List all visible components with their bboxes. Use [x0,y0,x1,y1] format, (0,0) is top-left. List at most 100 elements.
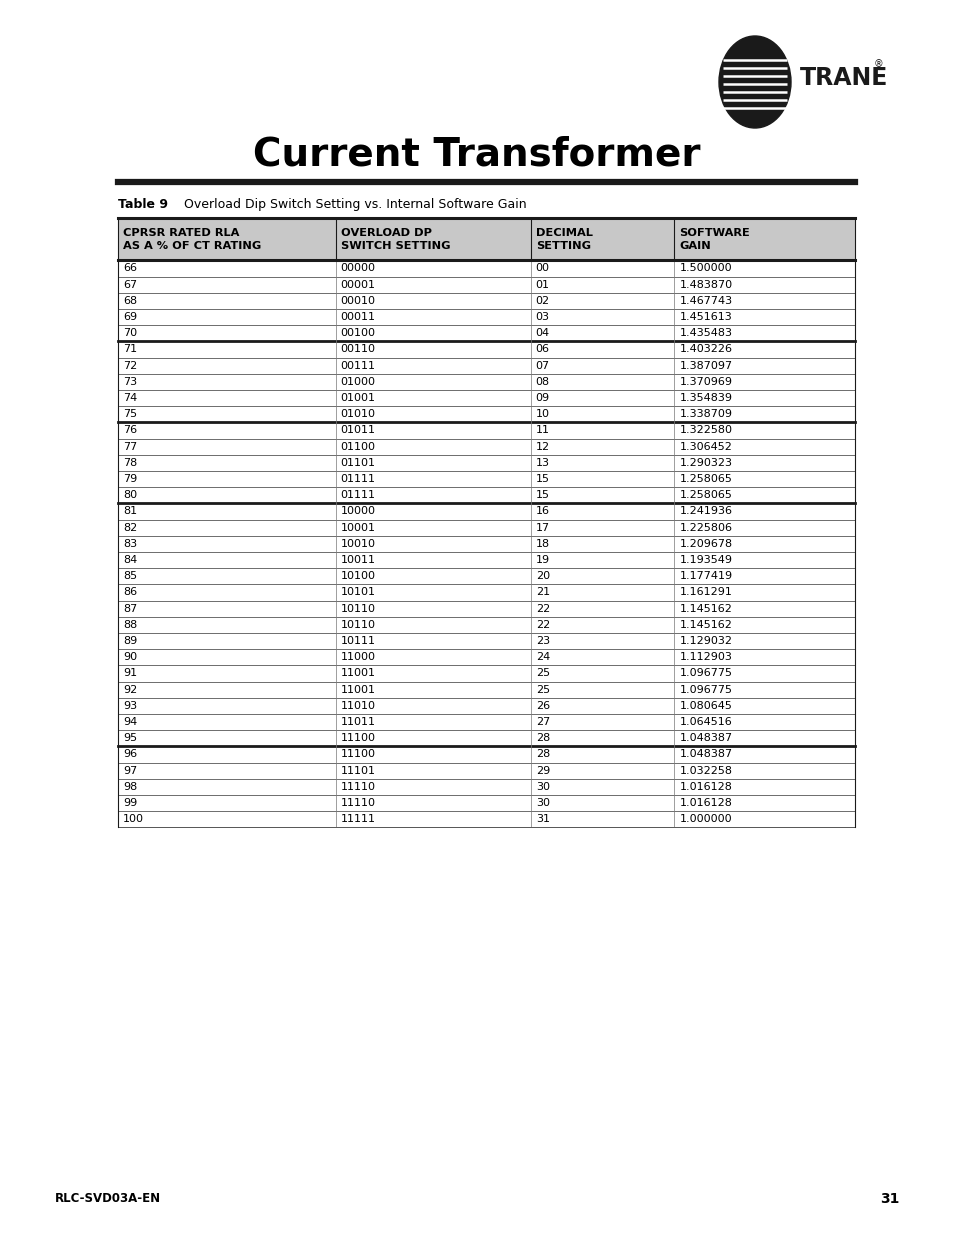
Text: 1.032258: 1.032258 [679,766,732,776]
Text: 1.435483: 1.435483 [679,329,732,338]
Text: 1.080645: 1.080645 [679,701,732,711]
Text: 66: 66 [123,263,137,273]
Text: 98: 98 [123,782,137,792]
Text: 10100: 10100 [340,572,375,582]
Text: 17: 17 [536,522,549,532]
Text: 93: 93 [123,701,137,711]
Text: 1.370969: 1.370969 [679,377,732,387]
Text: RLC-SVD03A-EN: RLC-SVD03A-EN [55,1193,161,1205]
Text: 94: 94 [123,718,137,727]
Text: 1.193549: 1.193549 [679,555,732,566]
Text: 29: 29 [536,766,549,776]
Text: 86: 86 [123,588,137,598]
Text: 00: 00 [536,263,549,273]
Text: 1.403226: 1.403226 [679,345,732,354]
Ellipse shape [719,36,790,128]
Text: 06: 06 [536,345,549,354]
Text: 01010: 01010 [340,409,375,419]
Text: 92: 92 [123,684,137,694]
Text: 83: 83 [123,538,137,548]
Text: 10101: 10101 [340,588,375,598]
Text: 1.064516: 1.064516 [679,718,731,727]
Text: 89: 89 [123,636,137,646]
Text: 09: 09 [536,393,549,403]
Text: 68: 68 [123,296,137,306]
Text: 16: 16 [536,506,549,516]
Text: 1.354839: 1.354839 [679,393,732,403]
Text: 20: 20 [536,572,549,582]
Text: 23: 23 [536,636,549,646]
Text: 70: 70 [123,329,137,338]
Text: 15: 15 [536,474,549,484]
Text: 1.145162: 1.145162 [679,604,732,614]
Text: 27: 27 [536,718,549,727]
Text: 72: 72 [123,361,137,370]
Text: 1.451613: 1.451613 [679,312,731,322]
Text: 1.177419: 1.177419 [679,572,732,582]
Text: 87: 87 [123,604,137,614]
Text: 00110: 00110 [340,345,375,354]
Text: 1.129032: 1.129032 [679,636,732,646]
Text: 10010: 10010 [340,538,375,548]
Text: 13: 13 [536,458,549,468]
Text: 1.387097: 1.387097 [679,361,732,370]
Text: 10000: 10000 [340,506,375,516]
Text: 08: 08 [536,377,549,387]
Text: 04: 04 [536,329,549,338]
Text: 30: 30 [536,782,549,792]
Text: 1.258065: 1.258065 [679,490,732,500]
Text: 1.209678: 1.209678 [679,538,732,548]
Text: 85: 85 [123,572,137,582]
Text: OVERLOAD DP
SWITCH SETTING: OVERLOAD DP SWITCH SETTING [340,228,450,251]
Text: 97: 97 [123,766,137,776]
Text: 11100: 11100 [340,734,375,743]
Text: SOFTWARE
GAIN: SOFTWARE GAIN [679,228,749,251]
Text: 96: 96 [123,750,137,760]
Text: 00010: 00010 [340,296,375,306]
Text: 100: 100 [123,814,144,824]
Text: 11010: 11010 [340,701,375,711]
Text: 1.048387: 1.048387 [679,734,732,743]
Text: 1.258065: 1.258065 [679,474,732,484]
Text: 11110: 11110 [340,798,375,808]
Text: 1.322580: 1.322580 [679,426,732,436]
Text: 31: 31 [536,814,549,824]
Bar [118,219,854,261]
Text: 28: 28 [536,750,549,760]
Text: 67: 67 [123,279,137,290]
Text: CPRSR RATED RLA
AS A % OF CT RATING: CPRSR RATED RLA AS A % OF CT RATING [123,228,261,251]
Text: 24: 24 [536,652,549,662]
Text: 01011: 01011 [340,426,375,436]
Text: 1.306452: 1.306452 [679,442,732,452]
Text: 01: 01 [536,279,549,290]
Text: 10111: 10111 [340,636,375,646]
Text: 1.483870: 1.483870 [679,279,732,290]
Text: 12: 12 [536,442,549,452]
Text: 00111: 00111 [340,361,375,370]
Text: 11: 11 [536,426,549,436]
Text: 11100: 11100 [340,750,375,760]
Text: 11011: 11011 [340,718,375,727]
Text: 71: 71 [123,345,137,354]
Text: 00011: 00011 [340,312,375,322]
Text: 11001: 11001 [340,684,375,694]
Text: 99: 99 [123,798,137,808]
Text: 1.016128: 1.016128 [679,782,732,792]
Text: 10: 10 [536,409,549,419]
Text: 1.048387: 1.048387 [679,750,732,760]
Text: 82: 82 [123,522,137,532]
Text: 11101: 11101 [340,766,375,776]
Text: 1.290323: 1.290323 [679,458,732,468]
Text: 01111: 01111 [340,490,375,500]
Text: 22: 22 [536,620,549,630]
Text: 26: 26 [536,701,549,711]
Text: 30: 30 [536,798,549,808]
Text: 02: 02 [536,296,549,306]
Text: 80: 80 [123,490,137,500]
Text: 1.096775: 1.096775 [679,684,732,694]
Text: 00001: 00001 [340,279,375,290]
Text: 22: 22 [536,604,549,614]
Text: 81: 81 [123,506,137,516]
Text: 11001: 11001 [340,668,375,678]
Text: 01101: 01101 [340,458,375,468]
